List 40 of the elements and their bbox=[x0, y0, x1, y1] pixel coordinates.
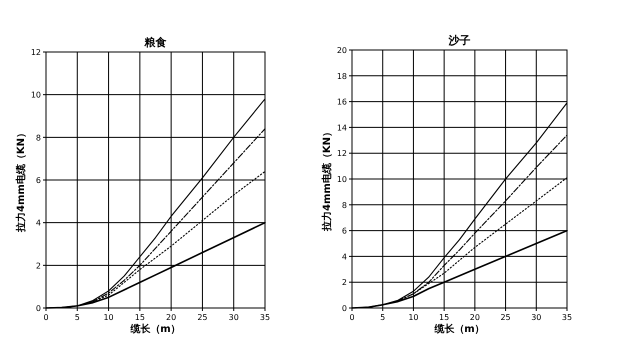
x-tick-label: 15 bbox=[134, 313, 145, 322]
x-tick-label: 0 bbox=[43, 313, 49, 322]
y-tick-label: 8 bbox=[36, 133, 41, 142]
x-tick-label: 5 bbox=[74, 313, 80, 322]
x-tick-label: 35 bbox=[260, 313, 270, 322]
x-tick-label: 20 bbox=[470, 313, 480, 322]
y-tick-label: 2 bbox=[36, 261, 41, 270]
x-tick-label: 5 bbox=[380, 313, 386, 322]
x-tick-label: 25 bbox=[500, 313, 511, 322]
y-tick-label: 14 bbox=[336, 123, 347, 132]
y-tick-label: 6 bbox=[36, 176, 41, 185]
y-tick-label: 10 bbox=[336, 175, 347, 184]
x-tick-label: 25 bbox=[197, 313, 208, 322]
y-axis-title: 拉力4mm电缆（KN） bbox=[15, 128, 27, 233]
y-tick-label: 4 bbox=[36, 218, 41, 228]
y-tick-label: 2 bbox=[342, 278, 347, 288]
y-tick-label: 6 bbox=[342, 226, 347, 236]
y-axis-title: 拉力4mm电缆（KN） bbox=[321, 127, 333, 232]
y-tick-label: 18 bbox=[336, 72, 347, 81]
x-tick-label: 30 bbox=[531, 313, 542, 322]
y-tick-label: 12 bbox=[30, 48, 41, 57]
y-tick-label: 20 bbox=[336, 46, 347, 55]
y-tick-label: 10 bbox=[30, 90, 41, 100]
y-tick-label: 4 bbox=[342, 252, 347, 262]
x-tick-label: 35 bbox=[562, 313, 572, 322]
x-axis-title: 缆长（m） bbox=[129, 323, 181, 335]
y-tick-label: 16 bbox=[336, 98, 347, 107]
x-tick-label: 10 bbox=[103, 313, 114, 322]
y-tick-label: 12 bbox=[336, 149, 347, 158]
y-tick-label: 8 bbox=[342, 200, 347, 210]
x-tick-label: 20 bbox=[166, 313, 176, 322]
chart-title: 沙子 bbox=[448, 34, 470, 47]
chart-title: 粮食 bbox=[144, 36, 166, 49]
x-tick-label: 30 bbox=[228, 313, 239, 322]
x-tick-label: 0 bbox=[349, 313, 355, 322]
x-axis-title: 缆长（m） bbox=[433, 323, 485, 335]
x-tick-label: 10 bbox=[408, 313, 419, 322]
y-tick-label: 0 bbox=[342, 304, 347, 313]
x-tick-label: 15 bbox=[439, 313, 450, 322]
y-tick-label: 0 bbox=[36, 304, 41, 313]
